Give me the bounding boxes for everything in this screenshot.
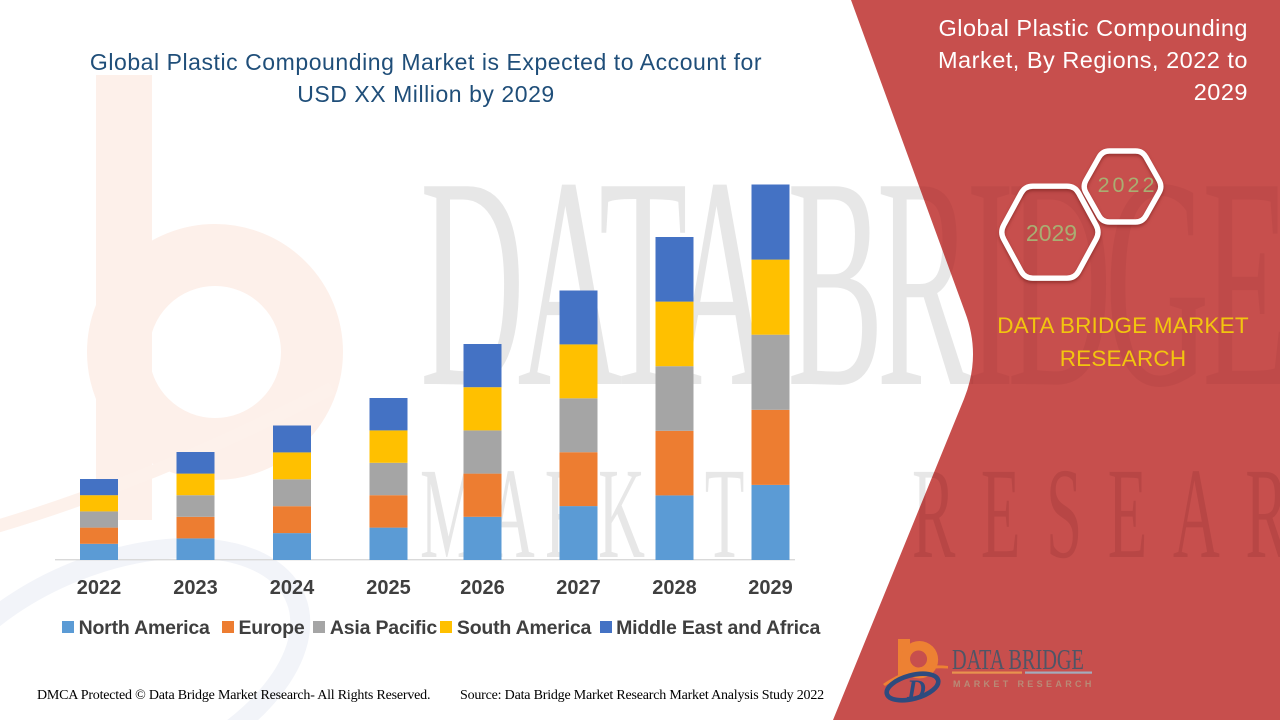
svg-text:D: D	[906, 675, 926, 704]
svg-text:DATA BRIDGE: DATA BRIDGE	[952, 645, 1084, 676]
svg-text:RESEARCH: RESEARCH	[912, 442, 1280, 586]
svg-text:MARKET RESEARCH: MARKET RESEARCH	[953, 679, 1095, 689]
